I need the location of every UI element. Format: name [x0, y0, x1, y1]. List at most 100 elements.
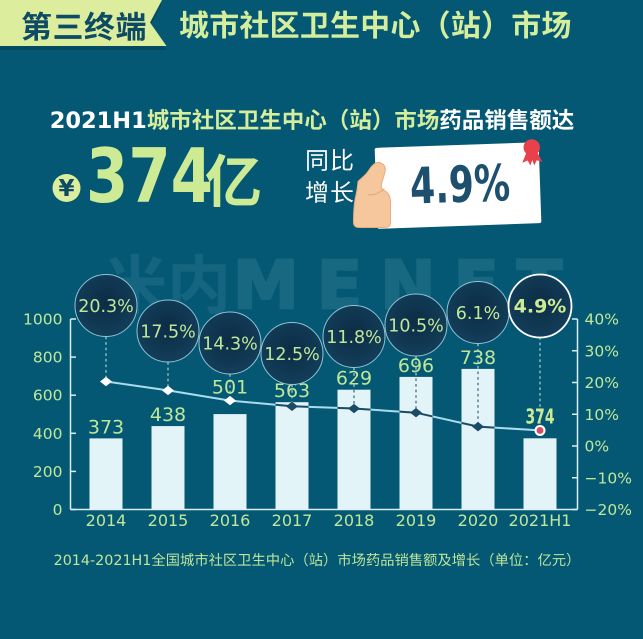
page-title-cjk — [482, 10, 492, 39]
page-title-cjk — [179, 10, 209, 39]
yoy-label-1-cjk — [332, 148, 353, 171]
x-axis-label-2016: 2016 — [210, 511, 251, 530]
bubble-label: 6.1% — [456, 304, 500, 324]
kpi-sales-value: ¥374 — [52, 132, 260, 220]
yoy-label-1 — [307, 148, 353, 171]
bubble-label: 17.5% — [140, 323, 196, 343]
headline-text-cjk — [484, 108, 506, 130]
bar-value-label: 501 — [212, 377, 248, 399]
marker-point-2017 — [286, 401, 298, 412]
kpi-unit — [205, 153, 260, 208]
left-axis-tick-label: 400 — [33, 425, 63, 443]
rosette-medal — [523, 139, 540, 156]
bar-value-label: 629 — [336, 368, 372, 390]
headline-text-cjk — [170, 108, 191, 130]
yoy-label-2-cjk — [305, 180, 327, 203]
headline-text-cjk — [395, 108, 416, 130]
watermark-cjk-cjk — [172, 253, 226, 314]
caption-text-cjk — [423, 553, 437, 567]
caption-text-cjk — [537, 552, 551, 567]
bar-2021H1 — [523, 438, 557, 510]
right-axis-tick-label: −20% — [585, 501, 632, 519]
headline-text-cjk — [529, 108, 552, 131]
marker-point-2021H1 — [536, 427, 544, 434]
yuan-icon — [52, 174, 81, 202]
page-title-cjk — [440, 10, 450, 39]
caption-text-cjk — [309, 552, 323, 567]
bar-value-label: 563 — [274, 380, 310, 402]
ribbon-label-cjk — [54, 14, 82, 39]
page-title-cjk — [330, 10, 359, 38]
bubble-label: 11.8% — [326, 328, 382, 348]
bar-value-label: 373 — [88, 416, 124, 438]
headline-text-latin: 2021H1 — [50, 108, 147, 134]
marker-point-2014 — [100, 376, 112, 387]
caption-text-cjk — [395, 552, 409, 567]
right-axis-tick-label: 30% — [585, 342, 619, 360]
x-axis-label-2014: 2014 — [86, 511, 127, 530]
caption-text-cjk — [280, 553, 294, 566]
headline-text-cjk — [552, 108, 574, 130]
caption-text-cjk — [552, 554, 566, 567]
headline-text-cjk — [440, 108, 461, 130]
headline-text-cjk — [417, 109, 439, 130]
bubble-label: 4.9% — [514, 296, 567, 318]
bar-2016 — [213, 414, 247, 510]
page-title-cjk — [272, 11, 299, 38]
page-title-cjk — [301, 12, 329, 38]
bar-value-label: 438 — [150, 404, 186, 426]
growth-bubble-2018 — [322, 305, 386, 368]
marker-point-2016 — [224, 395, 236, 406]
page-title-cjk — [362, 10, 388, 39]
headline-text-cjk — [147, 108, 169, 131]
caption-text-cjk — [304, 552, 309, 567]
marker-point-2019 — [410, 407, 422, 418]
hand-thumb-crease — [367, 188, 385, 196]
caption-text-cjk — [437, 553, 452, 567]
headline-text — [440, 108, 574, 131]
bubble-label: 20.3% — [78, 297, 134, 317]
left-axis-tick-label: 800 — [33, 349, 63, 367]
caption-text-cjk — [366, 552, 380, 567]
caption-text-cjk — [252, 552, 266, 566]
x-axis-label-2021H1: 2021H1 — [509, 511, 572, 530]
kpi-unit-cjk — [205, 153, 260, 208]
caption-text-latin: 2014-2021H1 — [54, 553, 152, 569]
growth-bubble-2016 — [198, 311, 262, 375]
caption-text-cjk — [208, 552, 223, 567]
bubble-label: 14.3% — [202, 335, 258, 355]
yoy-label-1-cjk — [307, 150, 327, 171]
bars — [89, 368, 557, 510]
caption-text-cjk — [151, 552, 166, 566]
caption-text-cjk — [195, 552, 208, 567]
page-title-cjk — [391, 11, 420, 39]
headline-text-cjk — [372, 108, 380, 131]
x-axis-label-2019: 2019 — [396, 511, 437, 530]
headline-text-cjk — [341, 108, 349, 131]
yuan-symbol: ¥ — [58, 176, 74, 202]
bubble-label: 10.5% — [388, 317, 444, 337]
caption-text-cjk — [490, 552, 494, 567]
caption-text-cjk — [267, 552, 279, 567]
yoy-label-2-cjk — [331, 180, 354, 203]
caption-text-cjk — [566, 552, 571, 567]
ribbon-label-cjk — [22, 11, 51, 41]
bubble-label: 12.5% — [264, 345, 320, 365]
growth-bubble-2019 — [384, 293, 448, 357]
bar-2017 — [275, 402, 309, 510]
caption-text-cjk — [180, 552, 194, 567]
yoy-card-bg — [374, 142, 542, 229]
headline-text — [147, 108, 439, 131]
x-axis-label-2015: 2015 — [148, 511, 189, 530]
bar-2014 — [89, 438, 123, 510]
caption-text-cjk — [338, 552, 351, 567]
bar-value-label: 738 — [460, 347, 496, 369]
headline-text-cjk — [192, 108, 214, 130]
ribbon-label-cjk — [116, 11, 146, 41]
caption-text-cjk — [237, 554, 251, 566]
page-title-cjk — [512, 10, 540, 39]
marker-point-2020 — [472, 421, 484, 432]
headline-text-cjk — [463, 109, 483, 130]
headline-text-cjk — [216, 109, 236, 130]
